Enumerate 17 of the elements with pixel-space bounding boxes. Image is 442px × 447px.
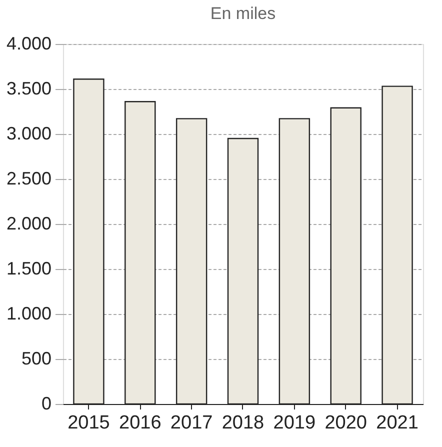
y-tick-label: 2.000	[6, 214, 52, 234]
x-tick-label: 2016	[119, 412, 162, 434]
y-tick-label: 3.500	[6, 78, 52, 98]
y-tick-label: 4.000	[6, 34, 52, 54]
y-tick-label: 2.500	[6, 168, 52, 188]
x-tick-label: 2017	[170, 412, 213, 434]
x-tick-label: 2018	[222, 412, 264, 434]
y-tick-label: 1.500	[6, 258, 52, 278]
y-tick-label: 500	[21, 348, 52, 368]
y-tick-label: 0	[41, 394, 52, 414]
y-tick-label: 3.000	[6, 124, 52, 144]
x-tick-label: 2019	[273, 412, 316, 434]
x-tick-label: 2015	[68, 412, 110, 434]
x-tick-label: 2021	[376, 412, 418, 434]
x-tick-label: 2020	[324, 412, 367, 434]
y-tick-label: 1.000	[6, 304, 52, 324]
chart-title: En miles	[210, 4, 276, 23]
